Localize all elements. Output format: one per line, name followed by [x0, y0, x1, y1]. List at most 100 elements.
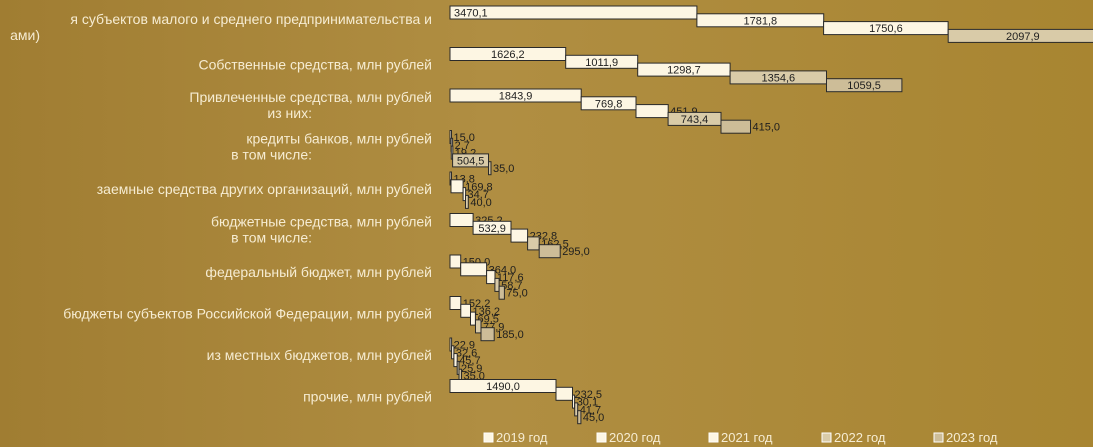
data-label: 30,1 [577, 397, 598, 409]
data-label: 25,9 [461, 363, 482, 375]
data-label: 34,7 [468, 189, 489, 201]
data-label: 40,0 [470, 197, 491, 209]
category-label: бюджеты субъектов Российской Федерации, … [63, 306, 432, 322]
bar-segment [452, 153, 490, 168]
legend-swatch [821, 432, 832, 443]
bar-segment [460, 262, 488, 277]
bar-segment [498, 285, 505, 300]
bar-segment [453, 353, 458, 368]
bar-segment [449, 88, 582, 103]
bar-segment [572, 394, 576, 409]
bar-segment [480, 327, 495, 342]
bar-segment [475, 319, 482, 334]
legend-label: 2021 год [721, 430, 773, 445]
bar-segment [538, 244, 561, 259]
data-label: 1011,9 [585, 57, 618, 69]
data-label: 1354,6 [761, 72, 795, 84]
data-label: 504,5 [457, 155, 485, 167]
bar-segment [462, 187, 467, 202]
bar-segment [494, 277, 500, 292]
data-label: 58,7 [501, 280, 522, 292]
data-label: 32,6 [456, 347, 477, 359]
category-label: бюджетные средства, млн рублей в том числ… [211, 214, 432, 246]
category-label: я субъектов малого и среднего предприним… [10, 11, 432, 43]
legend-label: 2023 год [946, 430, 998, 445]
data-label: 232,5 [575, 389, 603, 401]
data-label: 75,0 [506, 288, 527, 300]
bar-segment [449, 296, 462, 310]
bar-segment [555, 386, 573, 401]
data-label: 35,0 [493, 163, 514, 175]
data-label: 1059,5 [847, 80, 881, 92]
data-label: 45,0 [583, 412, 604, 424]
bar-segment [449, 47, 567, 61]
legend-swatch [708, 432, 719, 443]
legend-label: 2020 год [609, 430, 661, 445]
legend-label: 2019 год [496, 430, 548, 445]
category-label: Привлеченные средства, млн рублей из них: [189, 89, 432, 121]
legend-swatch [596, 432, 607, 443]
data-label: 3470,1 [454, 8, 488, 20]
legend-swatch [483, 432, 494, 443]
category-label: федеральный бюджет, млн рублей [205, 264, 432, 280]
bar-segment [635, 104, 669, 119]
bar-segment [449, 254, 462, 269]
bar-segment [486, 270, 496, 285]
data-label: 185,0 [496, 329, 524, 341]
data-label: 117,6 [497, 272, 524, 284]
data-label: 45,7 [459, 355, 480, 367]
data-label: 1298,7 [667, 65, 701, 77]
data-label: 1490,0 [486, 381, 520, 393]
bar-segment [451, 345, 455, 360]
bar-segment [456, 360, 460, 375]
data-label: 1843,9 [499, 91, 533, 103]
data-label: 1750,6 [869, 23, 903, 35]
bar-segment [460, 303, 471, 318]
bar-segment [510, 228, 529, 243]
bar-segment [729, 70, 827, 85]
data-label: 532,9 [478, 223, 506, 235]
data-label: 2,7 [455, 140, 470, 152]
legend-swatch [933, 432, 944, 443]
bar-segment [826, 78, 903, 93]
data-label: 295,0 [562, 246, 590, 258]
bar-segment [449, 337, 453, 352]
category-label: заемные средства других организаций, млн… [97, 181, 432, 197]
bar-segment [580, 96, 637, 111]
category-label: кредиты банков, млн рублей в том числе: [231, 131, 432, 163]
bar-segment [637, 62, 731, 77]
bar-segment [947, 28, 1093, 43]
category-label: прочие, млн рублей [303, 389, 432, 405]
bar-segment [472, 220, 512, 235]
bar-segment [527, 236, 540, 251]
data-label: 1626,2 [491, 49, 525, 61]
bar-segment [449, 5, 698, 20]
legend-label: 2022 год [834, 430, 886, 445]
data-label: 1781,8 [743, 15, 777, 27]
bar-segment [450, 179, 464, 194]
data-label: 136,2 [473, 306, 501, 318]
bar-segment [667, 111, 722, 126]
data-label: 769,8 [595, 98, 623, 110]
bar-segment [577, 410, 582, 425]
data-label: 169,8 [465, 181, 493, 193]
bar-segment [565, 54, 639, 69]
bar-segment [823, 21, 949, 36]
data-label: 15,0 [454, 132, 475, 144]
category-label: Собственные средства, млн рублей [199, 57, 433, 73]
data-label: 2097,9 [1006, 31, 1040, 43]
bar-segment [449, 379, 557, 393]
data-label: 41,7 [580, 404, 601, 416]
bar-segment [574, 402, 579, 417]
data-label: 743,4 [681, 114, 709, 126]
bar-segment [449, 213, 474, 227]
data-label: 415,0 [753, 122, 781, 134]
bar-segment [720, 119, 751, 134]
data-label: 22,9 [454, 340, 475, 352]
category-label: из местных бюджетов, млн рублей [207, 347, 432, 363]
bar-segment [696, 13, 825, 28]
bar-segment [450, 145, 454, 160]
bar-segment [488, 161, 492, 176]
bar-segment [465, 194, 469, 209]
